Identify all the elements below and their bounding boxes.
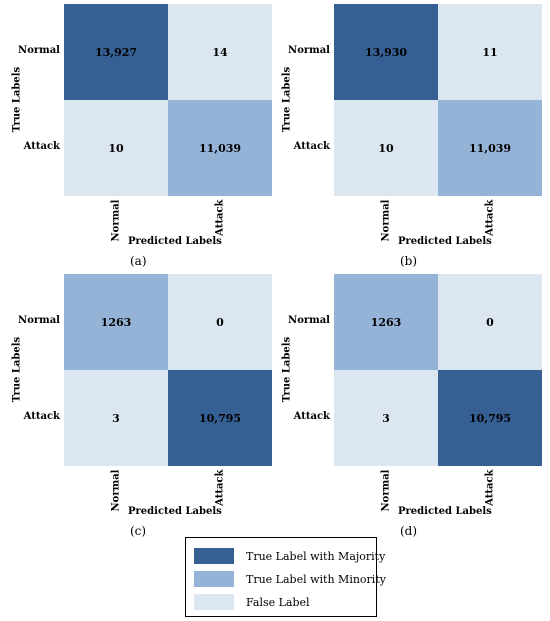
legend-swatch-false xyxy=(194,594,234,610)
row-label: Attack xyxy=(23,141,60,152)
legend-item-minority: True Label with Minority xyxy=(194,571,386,587)
panel-caption: (b) xyxy=(400,254,418,268)
column-label: Normal xyxy=(380,469,392,512)
cell-value: 11,039 xyxy=(198,141,242,155)
y-axis-label: True Labels xyxy=(11,66,23,133)
confusion-matrix-panel: True Labels Normal Attack 1263 0 3 10,795 Norma… xyxy=(0,270,272,538)
cell-value: 13,927 xyxy=(94,45,138,59)
row-label: Attack xyxy=(293,141,330,152)
cell-value: 14 xyxy=(212,45,228,59)
cell-value: 10,795 xyxy=(198,411,242,425)
matrix-cell: 10,795 xyxy=(438,370,542,466)
row-label: Normal xyxy=(18,45,60,56)
panel-caption: (a) xyxy=(130,254,147,268)
y-axis-label: True Labels xyxy=(281,66,293,133)
x-axis-label: Predicted Labels xyxy=(398,236,492,247)
cell-value: 0 xyxy=(216,315,224,329)
matrix-cell: 13,927 xyxy=(64,4,168,100)
panel-caption: (d) xyxy=(400,524,418,538)
matrix-cell: 0 xyxy=(168,274,272,370)
row-label: Attack xyxy=(23,411,60,422)
cell-value: 1263 xyxy=(370,315,402,329)
matrix-cell: 11,039 xyxy=(438,100,542,196)
matrix-cell: 3 xyxy=(334,370,438,466)
confusion-matrix-panel: True Labels Normal Attack 1263 0 3 10,795 Norma… xyxy=(270,270,542,538)
matrix-cell: 0 xyxy=(438,274,542,370)
row-label: Normal xyxy=(288,45,330,56)
cell-value: 1263 xyxy=(100,315,132,329)
legend-label-false: False Label xyxy=(246,595,310,609)
matrix-cell: 10 xyxy=(334,100,438,196)
cell-value: 0 xyxy=(486,315,494,329)
cell-value: 10,795 xyxy=(468,411,512,425)
confusion-matrix-panel: True Labels Normal Attack 13,927 14 10 11,039 N… xyxy=(0,0,272,268)
cell-value: 11 xyxy=(482,45,498,59)
cell-value: 3 xyxy=(382,411,390,425)
matrix-cell: 13,930 xyxy=(334,4,438,100)
matrix-cell: 10 xyxy=(64,100,168,196)
cell-value: 13,930 xyxy=(364,45,408,59)
panel-caption: (c) xyxy=(130,524,147,538)
matrix-cell: 10,795 xyxy=(168,370,272,466)
cell-value: 11,039 xyxy=(468,141,512,155)
row-label: Attack xyxy=(293,411,330,422)
legend-item-majority: True Label with Majority xyxy=(194,548,385,564)
legend-item-false: False Label xyxy=(194,594,310,610)
legend-swatch-minority xyxy=(194,571,234,587)
x-axis-label: Predicted Labels xyxy=(128,236,222,247)
matrix-cell: 3 xyxy=(64,370,168,466)
x-axis-label: Predicted Labels xyxy=(398,506,492,517)
legend-label-minority: True Label with Minority xyxy=(246,572,386,586)
column-label: Normal xyxy=(380,199,392,242)
x-axis-label: Predicted Labels xyxy=(128,506,222,517)
y-axis-label: True Labels xyxy=(11,336,23,403)
legend: True Label with Majority True Label with… xyxy=(185,537,386,617)
legend-label-majority: True Label with Majority xyxy=(246,549,386,563)
matrix-cell: 1263 xyxy=(64,274,168,370)
confusion-matrix-panel: True Labels Normal Attack 13,930 11 10 11,039 N… xyxy=(270,0,542,268)
column-label: Normal xyxy=(110,199,122,242)
y-axis-label: True Labels xyxy=(281,336,293,403)
matrix-cell: 11 xyxy=(438,4,542,100)
cell-value: 10 xyxy=(378,141,394,155)
row-label: Normal xyxy=(18,315,60,326)
matrix-cell: 1263 xyxy=(334,274,438,370)
cell-value: 3 xyxy=(112,411,120,425)
matrix-cell: 11,039 xyxy=(168,100,272,196)
legend-swatch-majority xyxy=(194,548,234,564)
cell-value: 10 xyxy=(108,141,124,155)
row-label: Normal xyxy=(288,315,330,326)
column-label: Normal xyxy=(110,469,122,512)
matrix-cell: 14 xyxy=(168,4,272,100)
